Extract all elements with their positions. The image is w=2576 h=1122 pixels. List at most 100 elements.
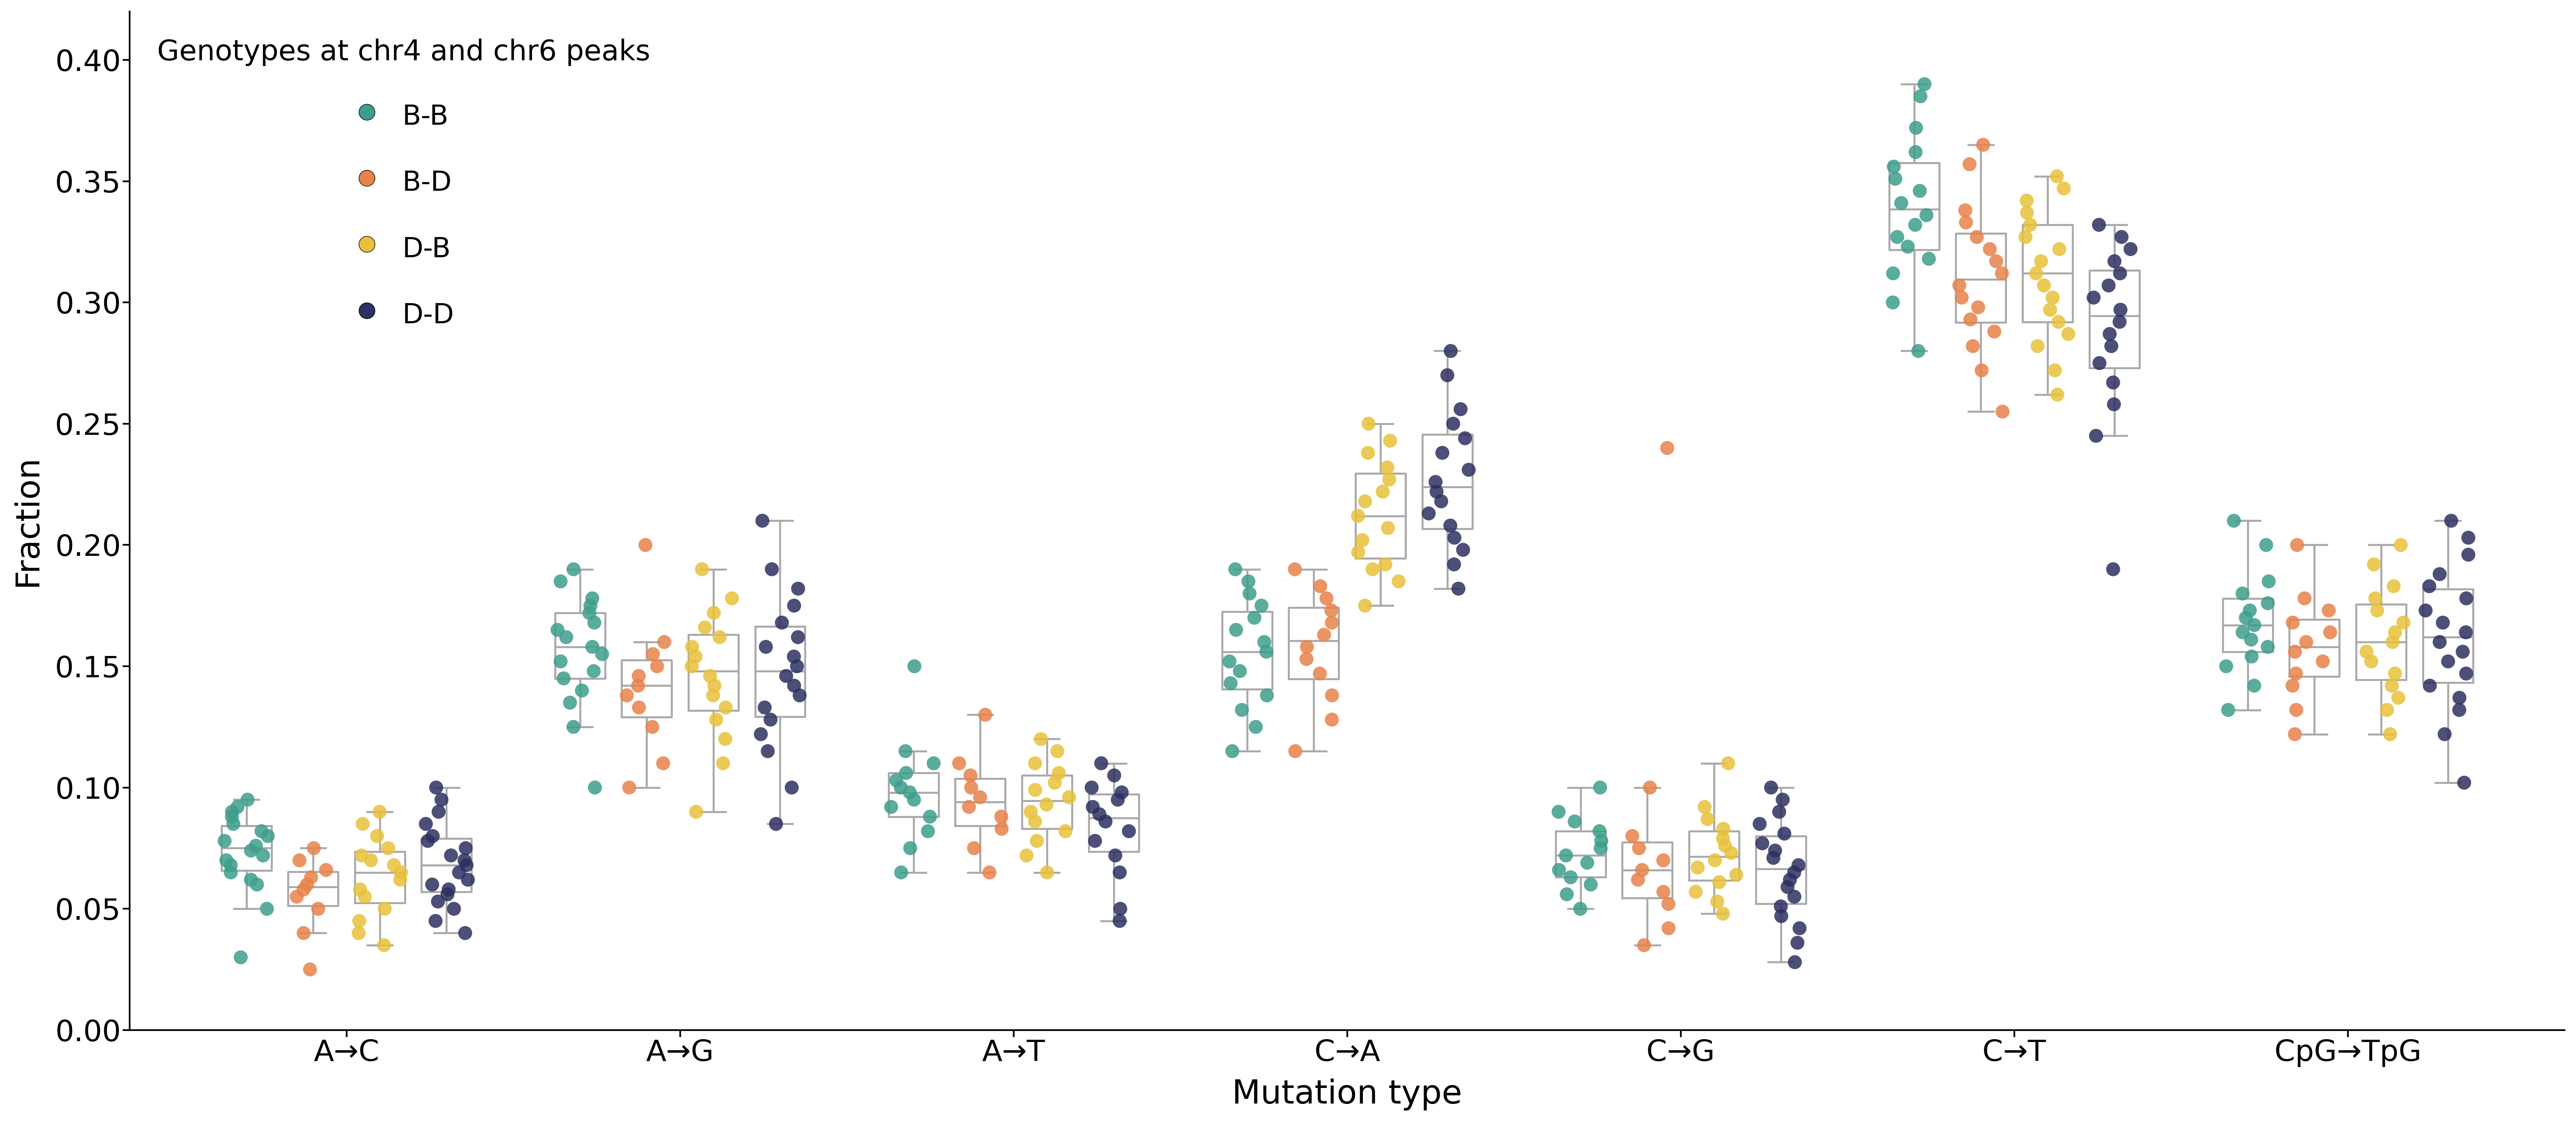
Point: [1018, 831, 1059, 849]
Point: [204, 831, 245, 849]
Point: [912, 754, 953, 772]
Point: [618, 666, 659, 684]
Point: [428, 885, 469, 903]
Point: [2352, 652, 2393, 670]
Point: [1703, 829, 1744, 847]
Point: [1303, 626, 1345, 644]
Point: [1906, 206, 1947, 224]
Point: [1363, 482, 1404, 500]
Point: [2231, 631, 2272, 649]
Point: [1015, 754, 1056, 772]
Point: [1020, 730, 1061, 748]
Point: [1417, 482, 1458, 500]
Point: [247, 900, 289, 918]
Point: [608, 779, 649, 797]
Point: [1072, 798, 1113, 816]
Point: [211, 856, 252, 874]
Point: [412, 827, 453, 845]
Point: [1100, 783, 1141, 801]
Point: [605, 687, 647, 705]
Point: [1759, 898, 1801, 916]
Point: [981, 808, 1023, 826]
Point: [711, 589, 752, 607]
Point: [631, 645, 672, 663]
Point: [242, 846, 283, 864]
Point: [2370, 725, 2411, 743]
Point: [2205, 657, 2246, 675]
Point: [1909, 250, 1950, 268]
Point: [1762, 791, 1803, 809]
Point: [693, 604, 734, 622]
Point: [881, 864, 922, 882]
Point: [211, 803, 252, 821]
Point: [2285, 589, 2326, 607]
Point: [1046, 822, 1087, 840]
Point: [2089, 325, 2130, 343]
Point: [2354, 555, 2396, 573]
Point: [1337, 543, 1378, 561]
Point: [1553, 812, 1595, 830]
Point: [2020, 252, 2061, 270]
Point: [675, 803, 716, 821]
Point: [2038, 313, 2079, 331]
Point: [1311, 687, 1352, 705]
Point: [2375, 624, 2416, 642]
Point: [1945, 213, 1986, 231]
Point: [886, 764, 927, 782]
Point: [1618, 871, 1659, 889]
Point: [2099, 265, 2141, 283]
Point: [1211, 742, 1252, 760]
Point: [693, 687, 734, 705]
Point: [1674, 883, 1716, 901]
Point: [1414, 473, 1455, 491]
Point: [773, 677, 814, 695]
Point: [2272, 614, 2313, 632]
Point: [938, 754, 979, 772]
Point: [1216, 620, 1257, 638]
Point: [1345, 493, 1386, 511]
Point: [2228, 601, 2269, 619]
Point: [1976, 252, 2017, 270]
Point: [1759, 907, 1801, 925]
Point: [1981, 265, 2022, 283]
Point: [1025, 795, 1066, 813]
Point: [358, 803, 399, 821]
Point: [750, 710, 791, 728]
Point: [1579, 839, 1620, 857]
Point: [536, 620, 577, 638]
Point: [1244, 633, 1285, 651]
Point: [546, 628, 587, 646]
Point: [443, 852, 484, 870]
Point: [1880, 194, 1922, 212]
Point: [2246, 638, 2287, 656]
Point: [415, 912, 456, 930]
Point: [672, 638, 714, 656]
Point: [363, 936, 404, 954]
Point: [1247, 643, 1288, 661]
Point: [2226, 609, 2267, 627]
Point: [1623, 936, 1664, 954]
Point: [1007, 846, 1048, 864]
Point: [2035, 167, 2076, 185]
Point: [1649, 895, 1690, 913]
Point: [1084, 812, 1126, 830]
Point: [2043, 180, 2084, 197]
Point: [1311, 710, 1352, 728]
Point: [1311, 601, 1352, 619]
Point: [1716, 866, 1757, 884]
Point: [739, 725, 781, 743]
Point: [2223, 624, 2264, 642]
Point: [415, 779, 456, 797]
Point: [1703, 904, 1744, 922]
Point: [1579, 779, 1620, 797]
Point: [1435, 528, 1476, 546]
Point: [1538, 861, 1579, 879]
Point: [1953, 337, 1994, 355]
Point: [770, 779, 811, 797]
Point: [2439, 701, 2481, 719]
Point: [1025, 864, 1066, 882]
Point: [1646, 439, 1687, 457]
Point: [2007, 192, 2048, 210]
Point: [1347, 444, 1388, 462]
Point: [229, 842, 270, 859]
